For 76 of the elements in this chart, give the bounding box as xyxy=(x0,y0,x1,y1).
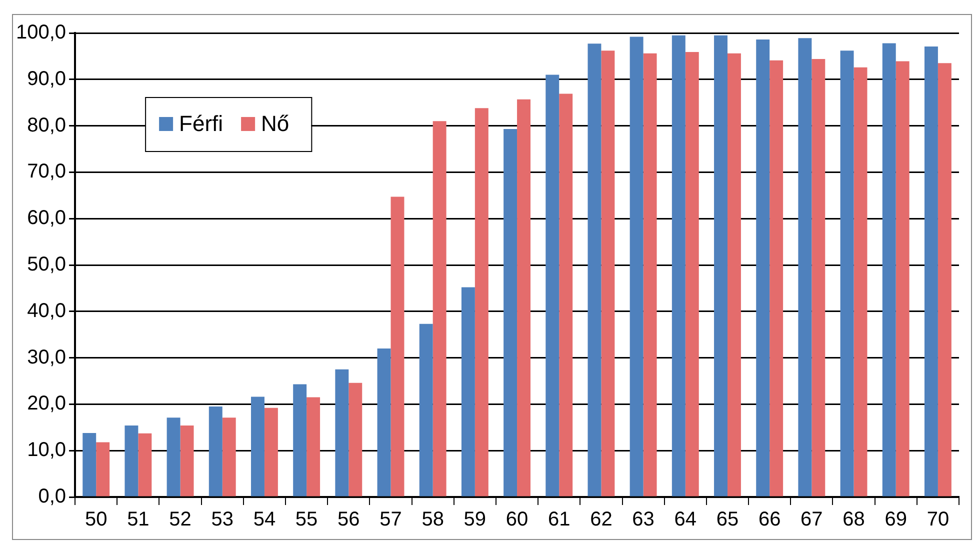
y-tick-label: 90,0 xyxy=(27,68,66,90)
bar xyxy=(222,418,236,496)
y-tick-label: 100,0 xyxy=(16,22,66,44)
bar xyxy=(96,442,110,496)
x-tick-label: 54 xyxy=(253,508,276,531)
bar xyxy=(432,121,446,496)
bar xyxy=(896,61,910,496)
bar xyxy=(685,52,699,496)
x-tick-label: 58 xyxy=(422,508,444,531)
bar xyxy=(601,50,615,496)
bar xyxy=(348,382,362,496)
bar xyxy=(461,287,475,496)
x-tick-label: 51 xyxy=(127,508,150,531)
bar xyxy=(419,324,433,496)
x-tick-label: 62 xyxy=(590,508,612,531)
x-tick-label: 52 xyxy=(169,508,192,531)
x-tick-label: 67 xyxy=(800,508,823,531)
bar xyxy=(180,426,194,496)
x-tick-label: 60 xyxy=(506,508,528,531)
bar xyxy=(306,397,320,496)
bar xyxy=(727,53,741,496)
y-tick-label: 40,0 xyxy=(27,300,66,322)
x-tick-label: 68 xyxy=(842,508,865,531)
x-tick-label: 57 xyxy=(380,508,402,531)
bar xyxy=(124,426,138,496)
x-tick-label: 55 xyxy=(295,508,318,531)
x-tick-label: 70 xyxy=(926,508,950,531)
bar xyxy=(714,35,728,496)
x-tick-label: 53 xyxy=(211,508,234,531)
y-tick-label: 0,0 xyxy=(38,486,66,508)
x-tick-label: 63 xyxy=(632,508,654,531)
bar xyxy=(840,50,854,496)
x-tick-label: 64 xyxy=(674,508,697,531)
bar xyxy=(208,406,222,496)
x-tick-label: 56 xyxy=(338,508,360,531)
bar xyxy=(854,67,868,496)
bar xyxy=(517,99,530,496)
x-tick-label: 61 xyxy=(548,508,570,531)
y-tick-label: 80,0 xyxy=(27,114,66,136)
legend-label: Nő xyxy=(261,111,290,136)
bar xyxy=(672,35,686,496)
x-tick-label: 66 xyxy=(758,508,781,531)
bar xyxy=(335,369,349,496)
bar xyxy=(377,348,391,496)
y-tick-label: 30,0 xyxy=(27,346,66,368)
bar xyxy=(770,60,784,496)
y-tick-label: 10,0 xyxy=(27,439,66,462)
bar xyxy=(293,384,307,496)
x-tick-label: 65 xyxy=(716,508,739,531)
bar xyxy=(588,44,602,496)
bar xyxy=(546,74,560,496)
y-tick-label: 70,0 xyxy=(27,160,66,183)
x-tick-label: 59 xyxy=(464,508,486,531)
bar xyxy=(82,432,96,496)
bar xyxy=(630,36,644,496)
bar xyxy=(938,63,952,496)
bar xyxy=(756,39,770,496)
bar xyxy=(166,418,180,496)
x-tick-label: 50 xyxy=(84,508,108,531)
bar xyxy=(924,46,938,496)
bar xyxy=(882,43,896,496)
bar xyxy=(264,408,278,496)
bar xyxy=(643,53,657,496)
bar xyxy=(474,108,488,496)
bar xyxy=(798,38,812,496)
bar xyxy=(390,196,404,496)
legend-label: Férfi xyxy=(179,111,224,136)
x-tick-label: 69 xyxy=(884,508,907,531)
y-tick-label: 20,0 xyxy=(27,392,66,415)
bar xyxy=(812,58,826,496)
y-tick-label: 50,0 xyxy=(27,254,66,276)
bar xyxy=(504,129,518,496)
y-tick-label: 60,0 xyxy=(27,207,66,230)
bar xyxy=(250,396,264,496)
bar xyxy=(138,433,152,496)
bar xyxy=(559,94,573,496)
